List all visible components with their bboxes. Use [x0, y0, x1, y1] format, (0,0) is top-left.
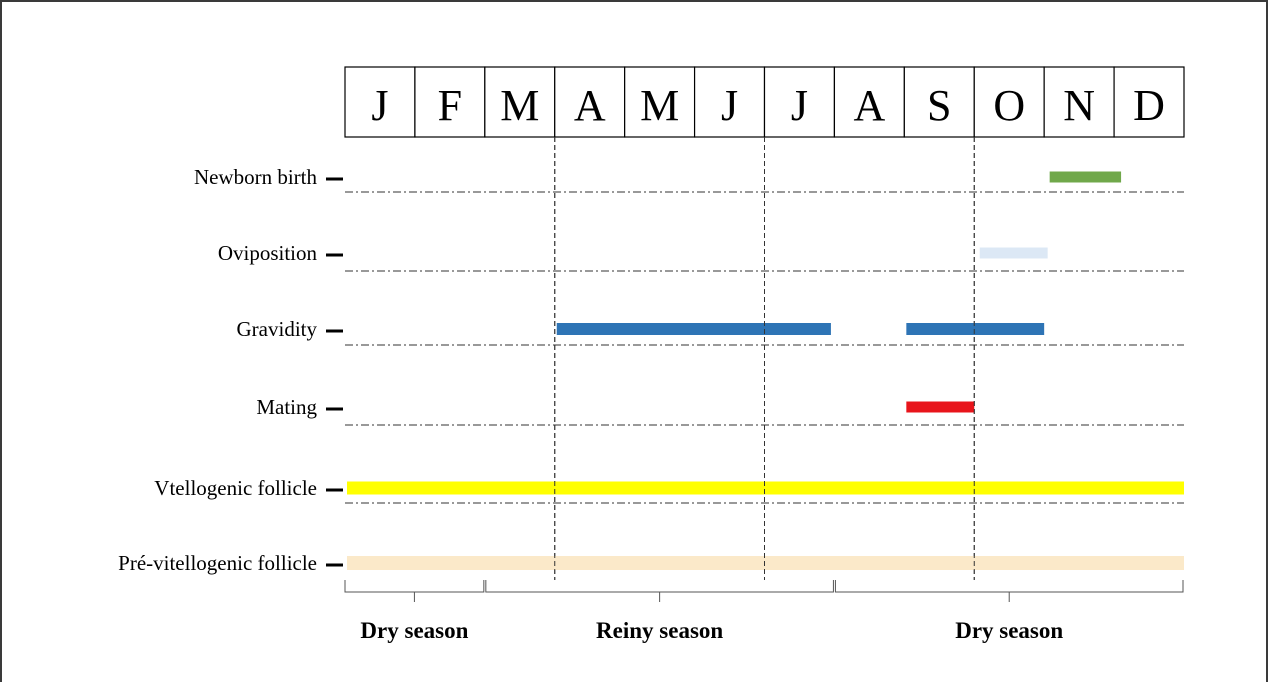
activity-bar	[906, 323, 1045, 335]
month-label: M	[640, 81, 679, 130]
month-cell	[903, 66, 975, 138]
season-label: Dry season	[955, 618, 1063, 643]
month-cell	[344, 66, 416, 138]
month-label: N	[1063, 81, 1095, 130]
month-cell	[1043, 66, 1115, 138]
month-label: S	[927, 81, 951, 130]
month-cell	[484, 66, 556, 138]
month-label: F	[438, 81, 462, 130]
row-label: Newborn birth	[194, 165, 318, 189]
month-cell	[414, 66, 486, 138]
row-label: Gravidity	[237, 317, 318, 341]
season-brackets: Dry season Reiny season Dry season	[344, 580, 1184, 643]
row-label: Oviposition	[218, 241, 318, 265]
month-cell	[693, 66, 766, 138]
month-label: M	[500, 81, 539, 130]
season-label: Reiny season	[596, 618, 723, 643]
season-label: Dry season	[360, 618, 468, 643]
row-labels: Newborn birth Oviposition Gravidity Mating V…	[118, 165, 343, 575]
month-label: J	[371, 81, 388, 130]
month-cell	[973, 66, 1045, 138]
row-label: Vtellogenic follicle	[154, 476, 317, 500]
activity-bar	[556, 323, 831, 335]
month-label: J	[791, 81, 808, 130]
activity-bar	[347, 481, 1184, 495]
month-cell	[624, 66, 696, 138]
month-label: A	[574, 81, 606, 130]
boundary-lines-top	[554, 137, 975, 580]
month-label: D	[1133, 81, 1165, 130]
row-label: Pré-vitellogenic follicle	[118, 551, 317, 575]
month-label: A	[853, 81, 885, 130]
month-label: J	[721, 81, 738, 130]
month-cell	[554, 66, 626, 138]
activity-bar	[906, 401, 975, 413]
activity-bar	[347, 556, 1184, 570]
activity-bar	[979, 247, 1048, 259]
month-label: O	[993, 81, 1025, 130]
activity-bar	[1049, 171, 1122, 183]
month-cell	[1113, 66, 1185, 138]
row-label: Mating	[256, 395, 317, 419]
